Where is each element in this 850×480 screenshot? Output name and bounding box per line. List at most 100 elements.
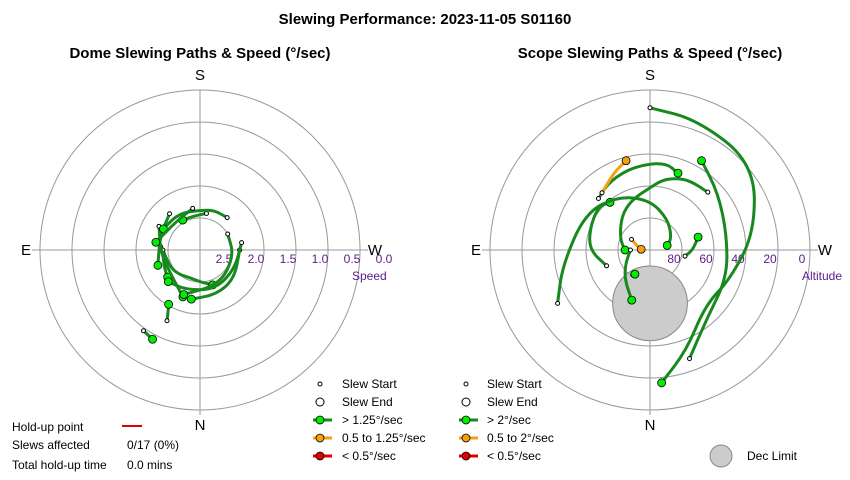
total-holdup-value: 0.0 mins <box>127 458 172 472</box>
slews-affected-value: 0/17 (0%) <box>127 438 179 452</box>
dome-direction-bottom: N <box>195 417 206 434</box>
scope-slew-path <box>588 200 612 268</box>
scope-slew-start-point <box>599 190 605 196</box>
scope-radial-axis-label: Altitude <box>802 269 842 283</box>
scope-polar-grid <box>482 89 818 415</box>
scope-legend-slow-dot <box>461 451 471 461</box>
dome-slew-path <box>166 241 244 292</box>
dome-slew-end-point <box>151 237 161 247</box>
dome-slew-start-point <box>225 231 231 237</box>
dome-legend: Slew Start Slew End > 1.25°/sec 0.5 to 1… <box>313 377 426 463</box>
dome-slew-end-point <box>164 299 174 309</box>
dome-slew-path <box>161 208 229 231</box>
scope-slew-end-point <box>657 378 667 388</box>
dec-limit-legend-label: Dec Limit <box>747 449 798 463</box>
dome-direction-left: E <box>21 242 31 259</box>
scope-legend-slow: < 0.5°/sec <box>487 449 541 463</box>
scope-slew-start-point <box>555 300 561 306</box>
dome-chart-title: Dome Slewing Paths & Speed (°/sec) <box>69 45 330 62</box>
scope-slew-end-point <box>697 156 706 166</box>
dome-slew-start-point <box>167 211 173 217</box>
scope-legend-fast: > 2°/sec <box>487 413 531 427</box>
dome-slew-start-point <box>190 205 196 211</box>
dome-radial-tick-label: 0.0 <box>376 252 393 266</box>
dome-slew-paths <box>140 205 245 344</box>
dome-slew-end-point <box>179 290 189 299</box>
dec-limit-circle <box>612 265 688 342</box>
scope-slew-path <box>600 159 628 195</box>
holdup-stats: Hold-up point Slews affected 0/17 (0%) T… <box>12 420 179 472</box>
legend-medium-dot <box>315 433 325 443</box>
dome-legend-fast: > 1.25°/sec <box>342 413 403 427</box>
scope-slew-path <box>648 106 756 385</box>
dome-slew-end-point <box>153 260 163 270</box>
dome-slew-start-point <box>224 215 230 221</box>
dome-slew-start-point <box>164 318 170 324</box>
scope-slew-path <box>688 159 729 361</box>
scope-direction-right: W <box>818 242 833 259</box>
dome-slew-end-point <box>186 294 196 304</box>
scope-slew-start-point <box>705 189 711 195</box>
legend-slew-start-marker <box>317 381 323 387</box>
scope-slew-start-point <box>604 263 610 269</box>
dome-polar-grid <box>32 89 368 415</box>
dome-slew-end-point <box>148 334 157 344</box>
dome-legend-medium: 0.5 to 1.25°/sec <box>342 431 426 445</box>
dec-limit-legend-marker <box>709 444 733 468</box>
dome-slew-start-point <box>239 240 245 246</box>
dome-radial-tick-label: 1.5 <box>280 252 297 266</box>
dome-direction-right: W <box>368 242 383 259</box>
legend-fast-dot <box>315 415 325 425</box>
holdup-point-label: Hold-up point <box>12 420 84 434</box>
scope-direction-bottom: N <box>645 417 656 434</box>
scope-slew-paths <box>555 105 756 388</box>
scope-dec-limit-region <box>612 265 688 342</box>
scope-slew-end-point <box>621 156 631 166</box>
scope-slew-path <box>556 196 673 305</box>
scope-slew-end-point <box>673 168 683 178</box>
slews-affected-label: Slews affected <box>12 438 90 452</box>
scope-slew-end-point <box>630 269 640 279</box>
scope-slew-path <box>619 177 710 252</box>
scope-slew-start-point <box>647 105 653 111</box>
scope-legend: Slew Start Slew End > 2°/sec 0.5 to 2°/s… <box>459 377 798 468</box>
dome-slew-start-point <box>203 210 209 216</box>
total-holdup-label: Total hold-up time <box>12 458 107 472</box>
scope-slew-end-point <box>662 240 672 250</box>
scope-slew-end-point <box>693 232 703 242</box>
dome-slew-start-point <box>140 328 146 334</box>
dome-legend-slew-start: Slew Start <box>342 377 397 391</box>
scope-legend-slew-start-marker <box>463 381 469 387</box>
dome-radial-tick-label: 2.0 <box>248 252 265 266</box>
figure-title: Slewing Performance: 2023-11-05 S01160 <box>279 11 572 28</box>
scope-radial-tick-label: 80 <box>667 252 681 266</box>
scope-slew-start-point <box>627 247 633 253</box>
scope-radial-tick-label: 0 <box>799 252 806 266</box>
dome-radial-tick-label: 0.5 <box>344 252 361 266</box>
scope-legend-slew-end: Slew End <box>487 395 538 409</box>
scope-radial-ticks: 80 60 40 20 0 <box>667 252 805 266</box>
scope-radial-tick-label: 60 <box>699 252 713 266</box>
scope-slew-start-point <box>595 195 601 201</box>
scope-slew-start-point <box>687 356 693 362</box>
dome-slew-end-point <box>163 277 173 287</box>
scope-direction-top: S <box>645 67 655 84</box>
dome-radial-axis-label: Speed <box>352 269 387 283</box>
dome-radial-tick-label: 1.0 <box>312 252 329 266</box>
scope-legend-fast-dot <box>461 415 471 425</box>
dome-radial-ticks: 2.5 2.0 1.5 1.0 0.5 0.0 <box>216 252 393 266</box>
scope-panel: Scope Slewing Paths & Speed (°/sec) S N … <box>471 45 842 434</box>
scope-radial-tick-label: 20 <box>763 252 777 266</box>
scope-chart-title: Scope Slewing Paths & Speed (°/sec) <box>518 45 782 62</box>
legend-slow-dot <box>315 451 325 461</box>
scope-legend-slew-end-marker <box>461 397 471 407</box>
dome-legend-slow: < 0.5°/sec <box>342 449 396 463</box>
dome-slew-path <box>182 232 234 296</box>
scope-legend-medium-dot <box>461 433 471 443</box>
dome-legend-slew-end: Slew End <box>342 395 393 409</box>
scope-legend-medium: 0.5 to 2°/sec <box>487 431 554 445</box>
scope-slew-start-point <box>629 236 635 242</box>
scope-direction-left: E <box>471 242 481 259</box>
dome-slew-path <box>161 248 215 287</box>
